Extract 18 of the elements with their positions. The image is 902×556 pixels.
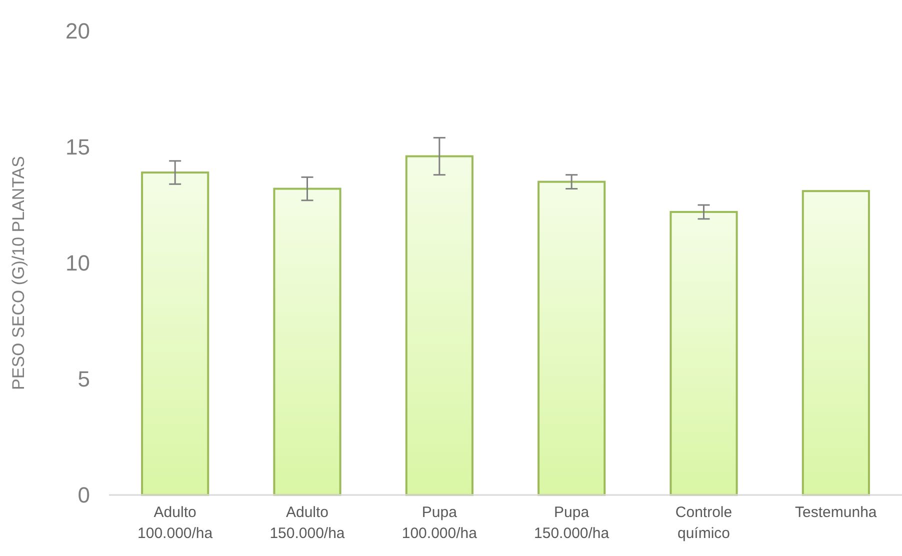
bar [670, 210, 738, 496]
x-tick-label: Adulto 100.000/ha [138, 504, 214, 542]
y-tick-label: 15 [66, 134, 90, 160]
x-tick-label: Adulto 150.000/ha [270, 504, 346, 542]
bar [538, 180, 606, 496]
y-tick-label: 10 [66, 250, 90, 276]
bar [273, 188, 342, 496]
x-tick-label: Pupa 150.000/ha [534, 504, 610, 542]
bar [405, 155, 474, 496]
y-axis-title: PESO SECO (G)/10 PLANTAS [9, 156, 28, 390]
x-tick-label: Pupa 100.000/ha [402, 504, 478, 542]
x-tick-label: Controle químico [675, 504, 732, 542]
y-tick-label: 20 [66, 18, 90, 44]
bar [802, 190, 870, 496]
x-tick-label: Testemunha [795, 504, 878, 521]
y-tick-label: 5 [78, 366, 90, 392]
y-tick-label: 0 [78, 482, 90, 508]
bar [141, 172, 210, 496]
